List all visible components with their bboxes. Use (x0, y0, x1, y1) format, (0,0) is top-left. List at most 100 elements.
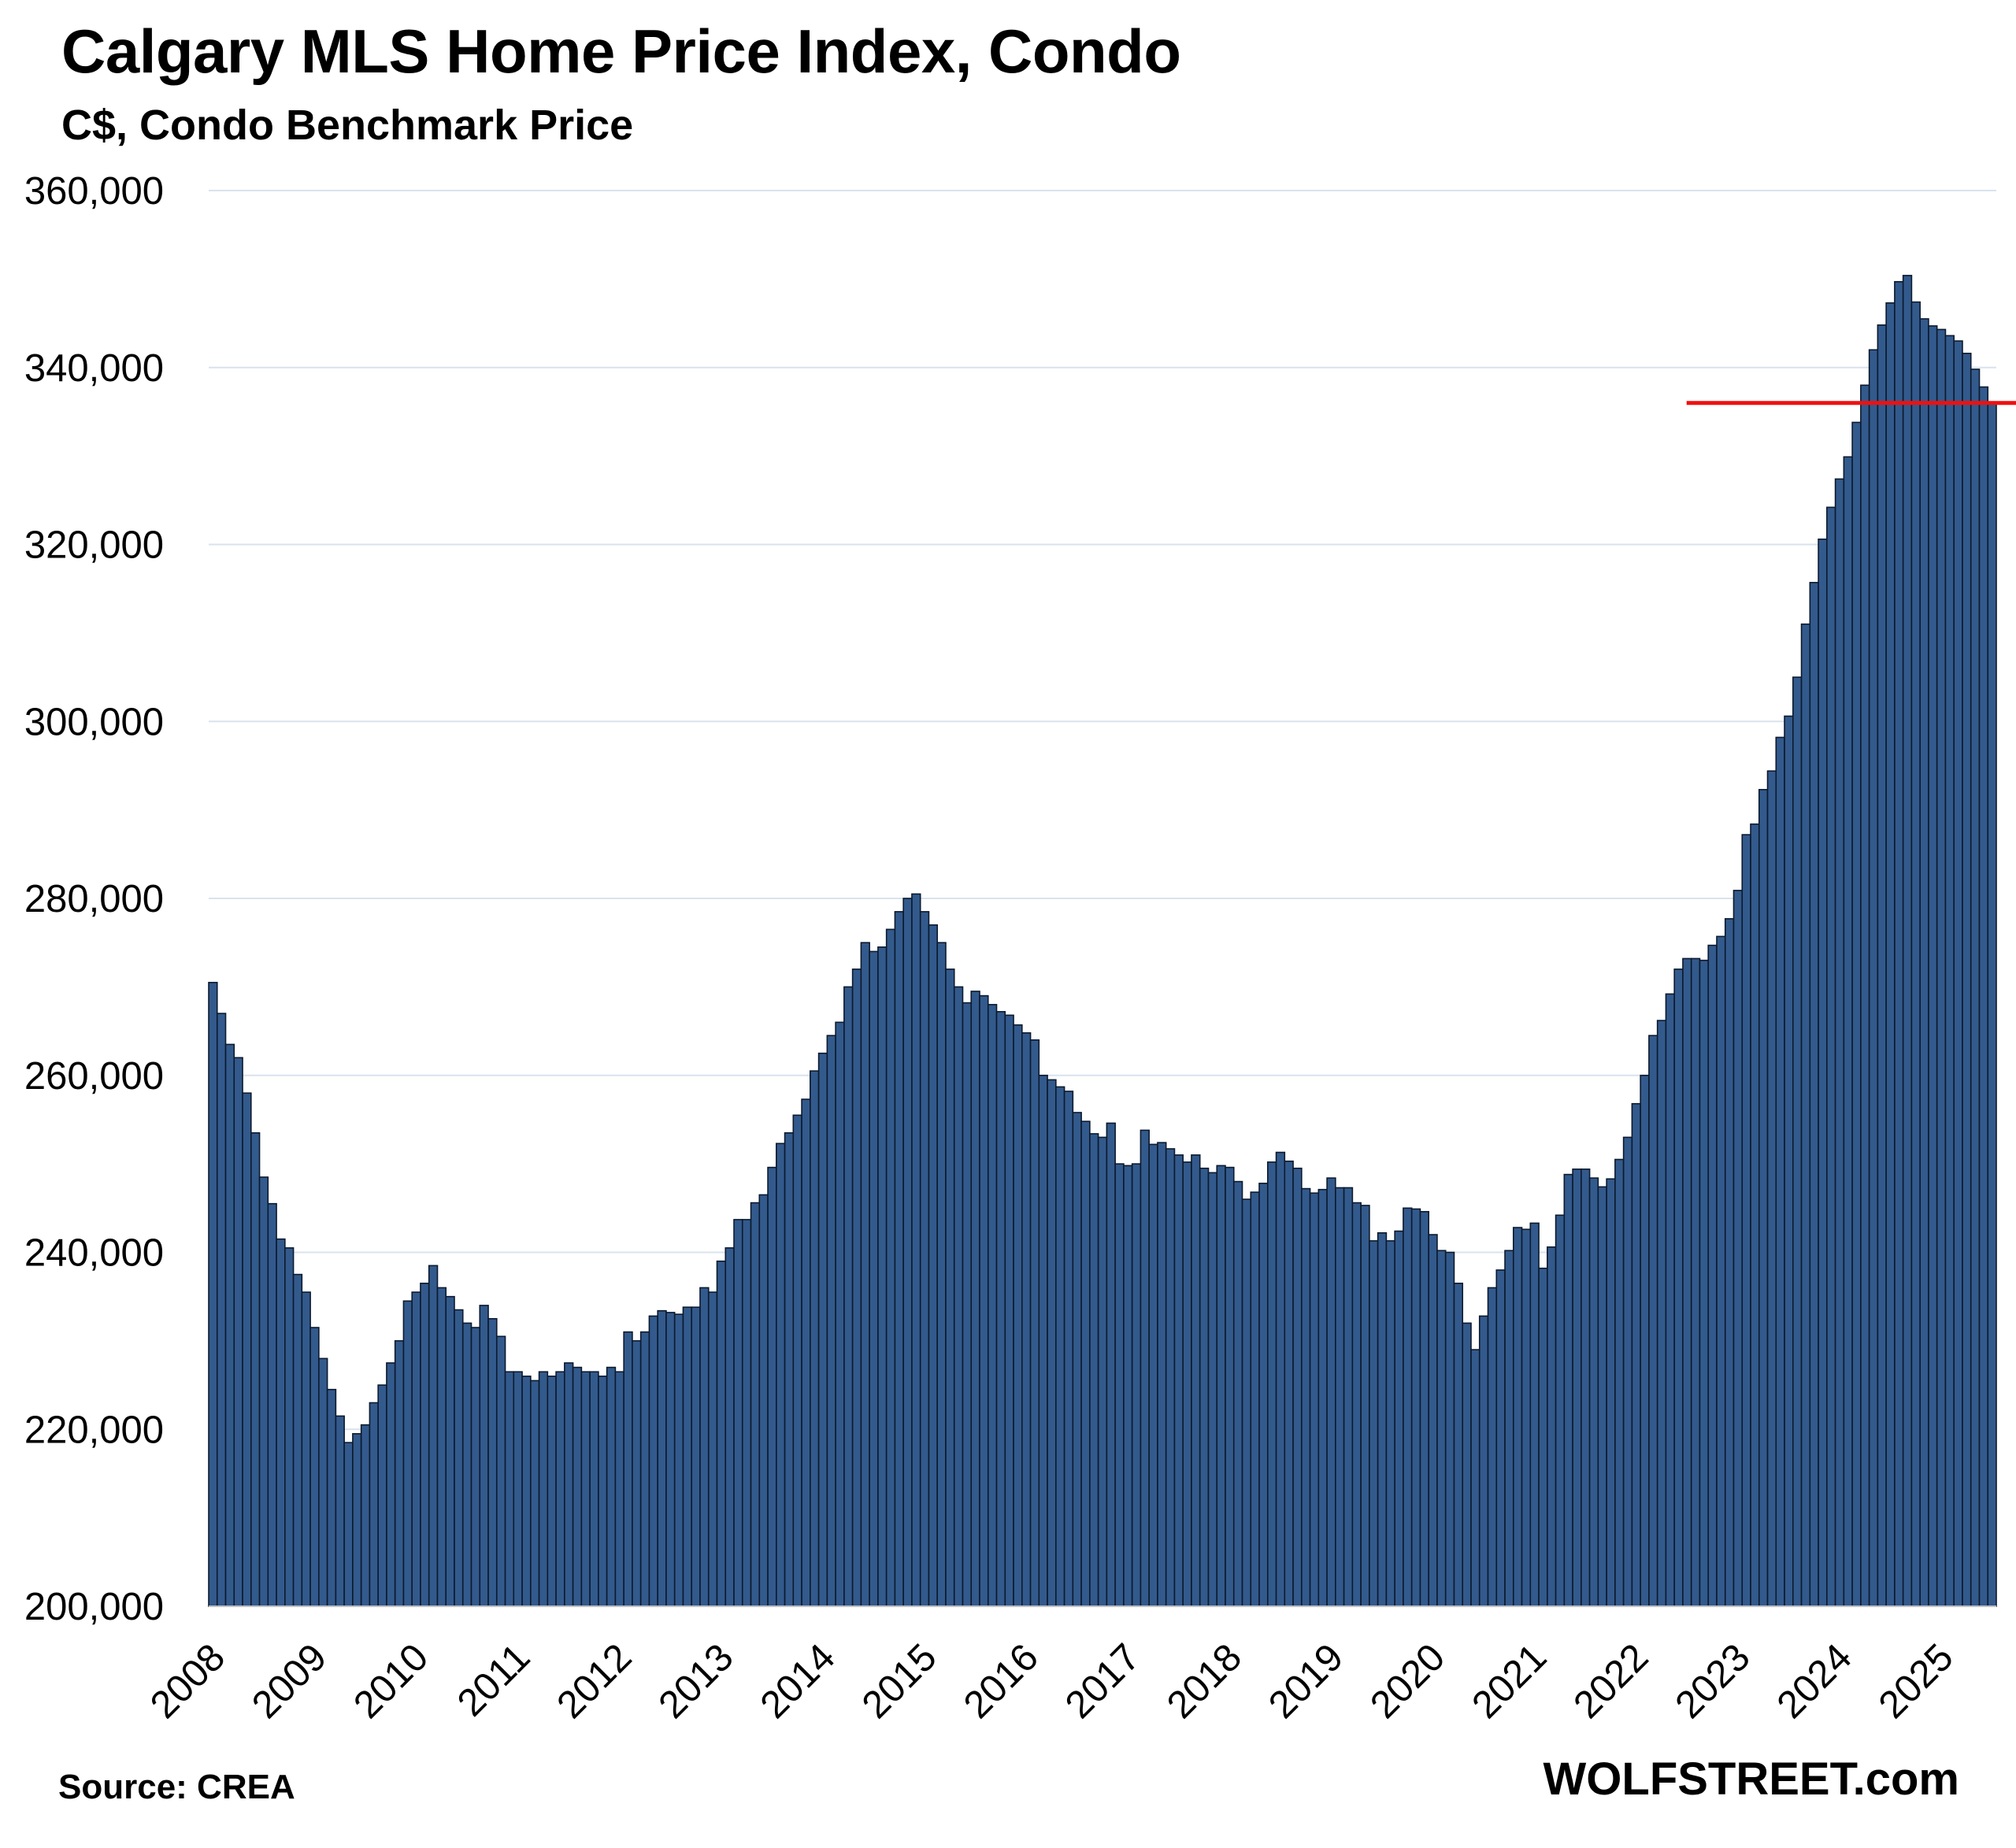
y-tick-label: 200,000 (24, 1586, 164, 1628)
bar (479, 1305, 489, 1607)
bar (1478, 1315, 1489, 1607)
bar (869, 950, 879, 1607)
bar (1682, 957, 1692, 1607)
bar (1173, 1154, 1184, 1607)
bar (1470, 1349, 1480, 1607)
bar (885, 928, 896, 1607)
bar (504, 1371, 515, 1607)
bar (1665, 993, 1675, 1607)
bar (267, 1202, 277, 1607)
x-axis-tick-labels: 2008 2009 2010 2011 2012 2013 2014 2015 2016 2017… (143, 1636, 1962, 1727)
bar (233, 1057, 243, 1607)
bar (369, 1402, 379, 1607)
bar (801, 1098, 811, 1607)
bar (598, 1376, 608, 1607)
brand-logo-text: WOLFSTREET.com (1543, 1754, 1959, 1805)
bar (1317, 1188, 1328, 1607)
bar (1910, 301, 1921, 1607)
bar (987, 1004, 998, 1607)
bar (1165, 1148, 1176, 1607)
bar (250, 1131, 261, 1607)
bar (1868, 349, 1879, 1607)
bar (673, 1313, 684, 1607)
bar (810, 1070, 820, 1607)
bar (1369, 1240, 1379, 1607)
bar (792, 1114, 802, 1607)
bar (538, 1371, 549, 1607)
x-tick-label: 2014 (752, 1636, 843, 1727)
x-tick-label: 2010 (346, 1636, 436, 1727)
x-tick-label: 2018 (1159, 1636, 1250, 1727)
bar (1360, 1205, 1370, 1607)
x-tick-label: 2013 (650, 1636, 741, 1727)
bar (1444, 1251, 1455, 1607)
bar (741, 1219, 752, 1607)
bar (1258, 1183, 1269, 1607)
bar (724, 1247, 735, 1607)
bar (1047, 1079, 1057, 1607)
bar (1614, 1158, 1625, 1607)
bar (665, 1312, 676, 1607)
bar (699, 1287, 710, 1607)
bar (1275, 1151, 1286, 1607)
y-tick-label: 340,000 (24, 347, 164, 390)
bar (1877, 324, 1887, 1607)
x-tick-label: 2023 (1667, 1636, 1758, 1727)
bar (1063, 1091, 1074, 1607)
bar (1182, 1161, 1192, 1607)
bar (1750, 823, 1760, 1607)
bar (835, 1021, 845, 1607)
bar (1148, 1143, 1158, 1607)
x-tick-label: 2015 (854, 1636, 945, 1727)
bar (1555, 1214, 1566, 1607)
bar (521, 1376, 532, 1607)
bar (1377, 1231, 1388, 1607)
bar (1936, 328, 1947, 1607)
bar (1860, 384, 1870, 1607)
bar (784, 1131, 795, 1607)
bar (1004, 1014, 1014, 1607)
bar (1843, 456, 1853, 1607)
y-tick-label: 300,000 (24, 701, 164, 743)
bar (1851, 421, 1862, 1607)
bar (1809, 582, 1819, 1607)
bar (555, 1371, 565, 1607)
bar (979, 994, 989, 1607)
bar (1410, 1208, 1421, 1607)
bar (1504, 1250, 1514, 1607)
bar (1800, 623, 1811, 1607)
bar (843, 986, 854, 1607)
bar (970, 991, 980, 1607)
chart-title: Calgary MLS Home Price Index, Condo (61, 17, 1181, 86)
bar (1419, 1211, 1429, 1607)
bar (1292, 1167, 1303, 1607)
bar (1114, 1163, 1125, 1607)
bar (1191, 1154, 1201, 1607)
bar (826, 1035, 836, 1607)
bar (1021, 1032, 1032, 1607)
bar (386, 1362, 396, 1607)
bar (1462, 1322, 1472, 1607)
bar (1097, 1136, 1108, 1607)
bar (1648, 1035, 1658, 1607)
bar (750, 1202, 761, 1607)
bar (487, 1317, 498, 1607)
bar (1266, 1161, 1277, 1607)
bar (1157, 1142, 1167, 1607)
bar (1436, 1250, 1447, 1607)
bar (1758, 788, 1769, 1607)
bar (1775, 736, 1785, 1607)
bar (1766, 770, 1777, 1607)
bar (716, 1260, 727, 1607)
bar (1792, 676, 1803, 1607)
bar (758, 1194, 769, 1607)
bar (1894, 280, 1904, 1607)
bar (911, 893, 921, 1607)
bar (495, 1335, 506, 1607)
bar (1199, 1167, 1210, 1607)
bars (208, 275, 1997, 1607)
bar (648, 1315, 658, 1607)
bar (1284, 1160, 1294, 1607)
